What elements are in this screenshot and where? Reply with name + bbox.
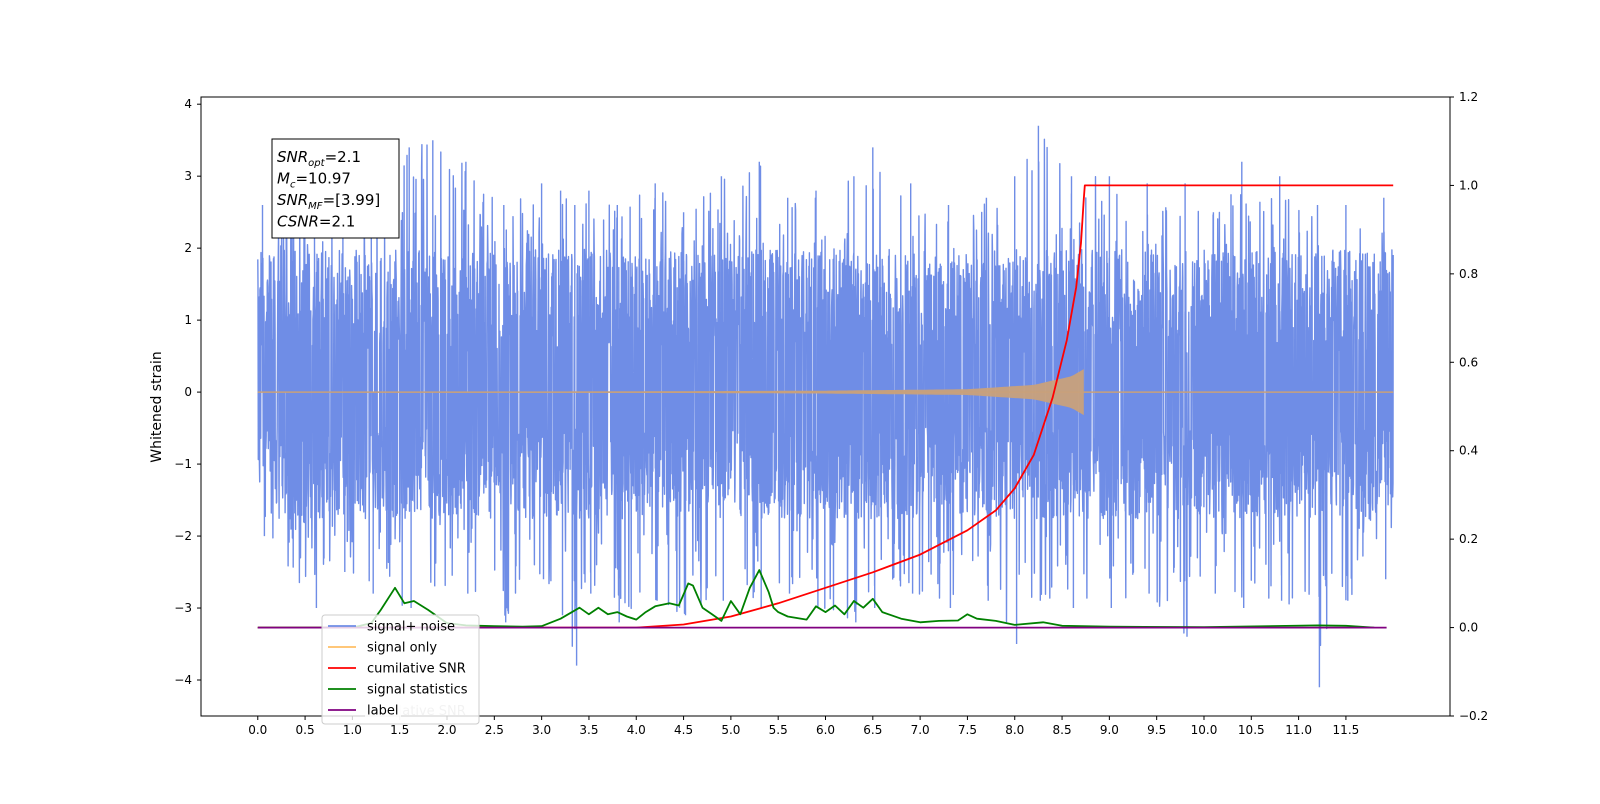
y-right-tick-label: 0.2 (1459, 532, 1478, 546)
x-tick-label: 7.0 (911, 723, 930, 737)
annotation-line: CSNR=2.1 (277, 213, 355, 231)
y-left-tick-label: −3 (174, 601, 192, 615)
x-tick-label: 4.5 (674, 723, 693, 737)
x-tick-label: 6.5 (863, 723, 882, 737)
x-tick-label: 4.0 (627, 723, 646, 737)
legend-label: cumilative SNR (367, 662, 466, 677)
y-right-tick-label: −0.2 (1459, 709, 1488, 723)
annotation-line: SNRopt=2.1 (277, 148, 361, 169)
annotation-frame (271, 138, 400, 239)
x-tick-label: 3.0 (532, 723, 551, 737)
x-tick-label: 10.0 (1191, 723, 1218, 737)
x-tick-label: 2.0 (437, 723, 456, 737)
y-left-tick-label: 0 (184, 385, 192, 399)
x-tick-label: 7.5 (958, 723, 977, 737)
x-tick-label: 2.5 (485, 723, 504, 737)
y-right-tick-label: 0.6 (1459, 355, 1478, 369)
y-right-tick-label: 0.4 (1459, 444, 1478, 458)
x-tick-label: 0.5 (296, 723, 315, 737)
ticks-layer: 0.0 0.5 1.0 1.5 2.0 2.5 3.0 3.5 4.0 4.5 5.0 5.5 6.0 6… (174, 90, 1488, 737)
x-tick-label: 10.5 (1238, 723, 1265, 737)
x-tick-label: 3.5 (579, 723, 598, 737)
x-tick-label: 6.0 (816, 723, 835, 737)
y-right-tick-label: 1.2 (1459, 90, 1478, 104)
series-signal-statistics (257, 569, 1375, 629)
y-left-tick-label: −4 (174, 673, 192, 687)
x-tick-label: 5.5 (769, 723, 788, 737)
y-right-tick-label: 1.0 (1459, 178, 1478, 192)
series-cumilative-snr (257, 184, 1394, 629)
y-right-tick-label: 0.8 (1459, 267, 1478, 281)
y-right-tick-label: 0.0 (1459, 621, 1478, 635)
x-tick-label: 9.5 (1147, 723, 1166, 737)
x-tick-label: 9.0 (1100, 723, 1119, 737)
legend-frame (321, 614, 480, 725)
legend-label: signal statistics (367, 683, 468, 698)
x-tick-label: 0.0 (248, 723, 267, 737)
x-tick-label: 1.0 (343, 723, 362, 737)
series-signal-noise (257, 125, 1394, 688)
y-left-tick-label: 1 (184, 313, 192, 327)
legend-label: label (367, 704, 398, 719)
x-tick-label: 11.5 (1333, 723, 1360, 737)
legend-label: signal+ noise (367, 620, 455, 635)
annotation-line: Mc=10.97 (277, 170, 351, 191)
x-tick-label: 8.5 (1053, 723, 1072, 737)
x-tick-label: 11.0 (1285, 723, 1312, 737)
y-left-tick-label: 3 (184, 169, 192, 183)
x-tick-label: 5.0 (721, 723, 740, 737)
y-left-tick-label: 4 (184, 97, 192, 111)
series-layer (257, 125, 1394, 688)
y-left-tick-label: −1 (174, 457, 192, 471)
legend-label: signal only (367, 641, 437, 656)
y-left-tick-label: 2 (184, 241, 192, 255)
x-tick-label: 1.5 (390, 723, 409, 737)
x-tick-label: 8.0 (1005, 723, 1024, 737)
y-axis-label: Whitened strain (149, 351, 165, 462)
annotation-line: SNRMF=[3.99] (277, 191, 380, 212)
y-left-tick-label: −2 (174, 529, 192, 543)
legend-label-mask (365, 700, 401, 720)
